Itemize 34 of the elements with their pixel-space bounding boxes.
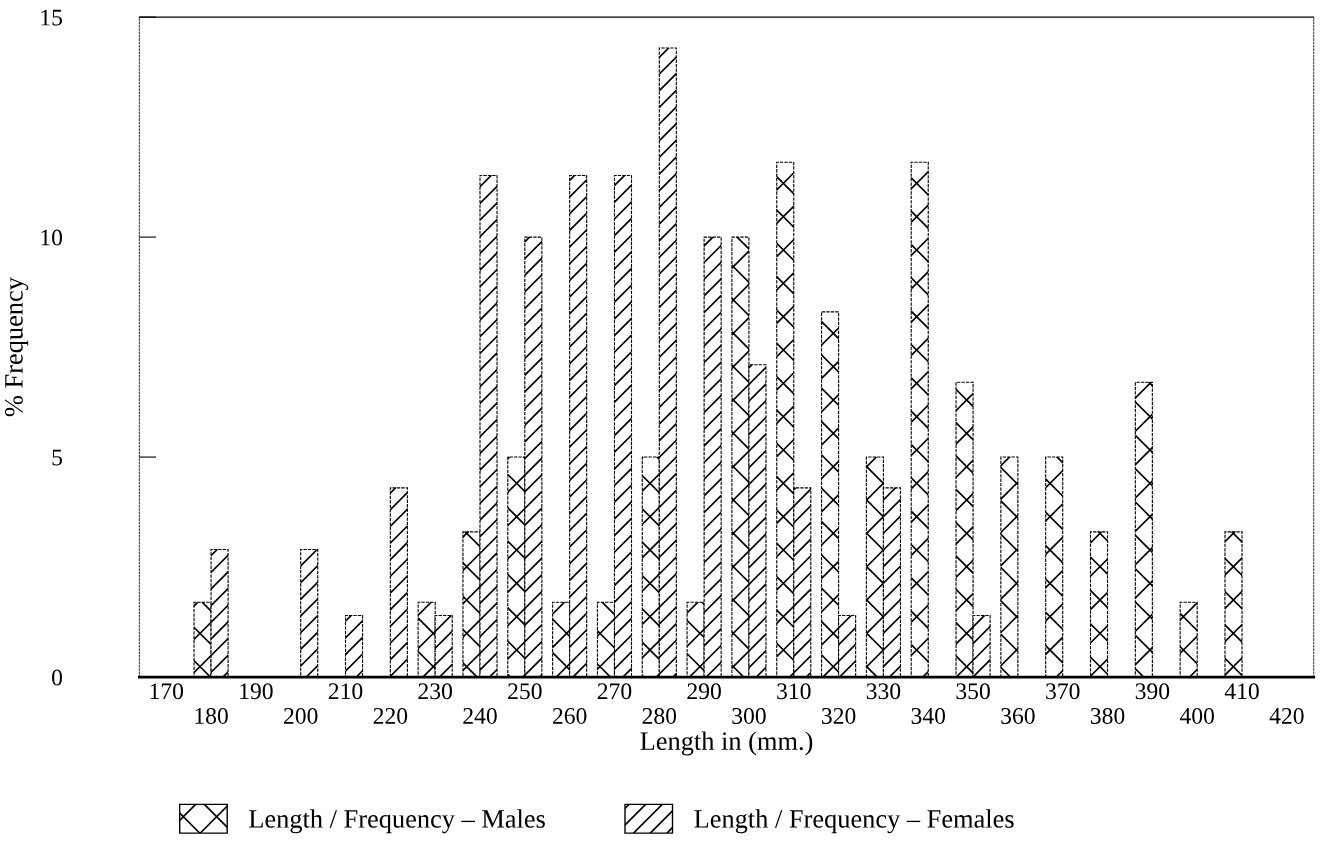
legend-label: Length / Frequency – Males — [249, 809, 545, 834]
x-tick-label: 210 — [328, 683, 363, 700]
x-tick-label: 410 — [1224, 683, 1259, 700]
x-tick-label: 370 — [1046, 683, 1080, 700]
x-tick-label: 240 — [463, 707, 497, 724]
y-tick-label: 15 — [41, 9, 63, 26]
x-tick-label: 280 — [642, 707, 677, 724]
x-tick-label: 170 — [150, 683, 184, 700]
x-tick-label: 250 — [508, 683, 542, 700]
x-tick-label: 230 — [418, 683, 452, 700]
x-tick-label: 400 — [1179, 707, 1214, 724]
y-tick-label: 5 — [52, 449, 63, 466]
x-tick-label: 380 — [1090, 707, 1125, 724]
y-tick-label: 0 — [52, 669, 63, 686]
x-tick-label: 310 — [777, 683, 811, 700]
x-tick-label: 290 — [687, 683, 721, 700]
x-tick-label: 420 — [1269, 707, 1304, 724]
x-tick-label: 300 — [732, 707, 766, 724]
x-tick-label: 320 — [822, 707, 856, 724]
x-tick-label: 390 — [1135, 683, 1170, 700]
x-tick-label: 190 — [240, 683, 273, 700]
x-tick-label: 200 — [284, 707, 318, 724]
x-axis-title: Length in (mm.) — [640, 731, 813, 756]
x-tick-label: 270 — [597, 683, 632, 700]
x-tick-label: 340 — [911, 707, 946, 724]
y-axis-title: % Frequency — [4, 277, 29, 417]
x-tick-label: 260 — [552, 707, 587, 724]
x-tick-label: 350 — [956, 683, 990, 700]
y-tick-label: 10 — [41, 229, 63, 246]
x-tick-label: 180 — [195, 707, 228, 724]
x-tick-label: 360 — [1001, 707, 1035, 724]
x-tick-label: 220 — [373, 707, 408, 724]
legend-label: Length / Frequency – Females — [694, 809, 1014, 834]
x-tick-label: 330 — [866, 683, 901, 700]
